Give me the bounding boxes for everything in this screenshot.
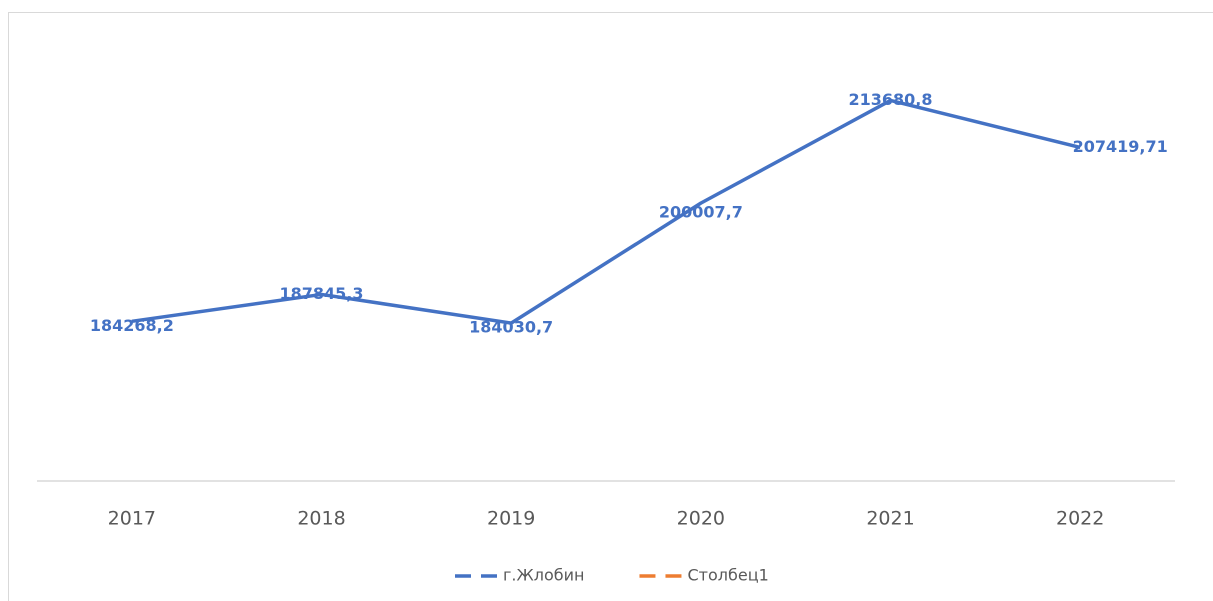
legend-label: Столбец1 bbox=[687, 566, 768, 585]
data-label: 184030,7 bbox=[469, 318, 553, 337]
data-label: 187845,3 bbox=[279, 284, 363, 303]
x-tick-label: 2021 bbox=[866, 508, 914, 530]
legend-label: г.Жлобин bbox=[503, 566, 584, 585]
x-tick-label: 2017 bbox=[108, 508, 156, 530]
x-tick-label: 2018 bbox=[297, 508, 345, 530]
data-label: 184268,2 bbox=[90, 316, 174, 335]
x-tick-label: 2019 bbox=[487, 508, 535, 530]
chart-frame bbox=[8, 12, 1213, 601]
data-label: 213680,8 bbox=[848, 90, 932, 109]
x-tick-label: 2022 bbox=[1056, 508, 1104, 530]
series-line bbox=[131, 98, 1081, 325]
data-label: 200007,7 bbox=[659, 203, 743, 222]
x-tick-label: 2020 bbox=[677, 508, 725, 530]
data-label: 207419,71 bbox=[1073, 137, 1168, 156]
